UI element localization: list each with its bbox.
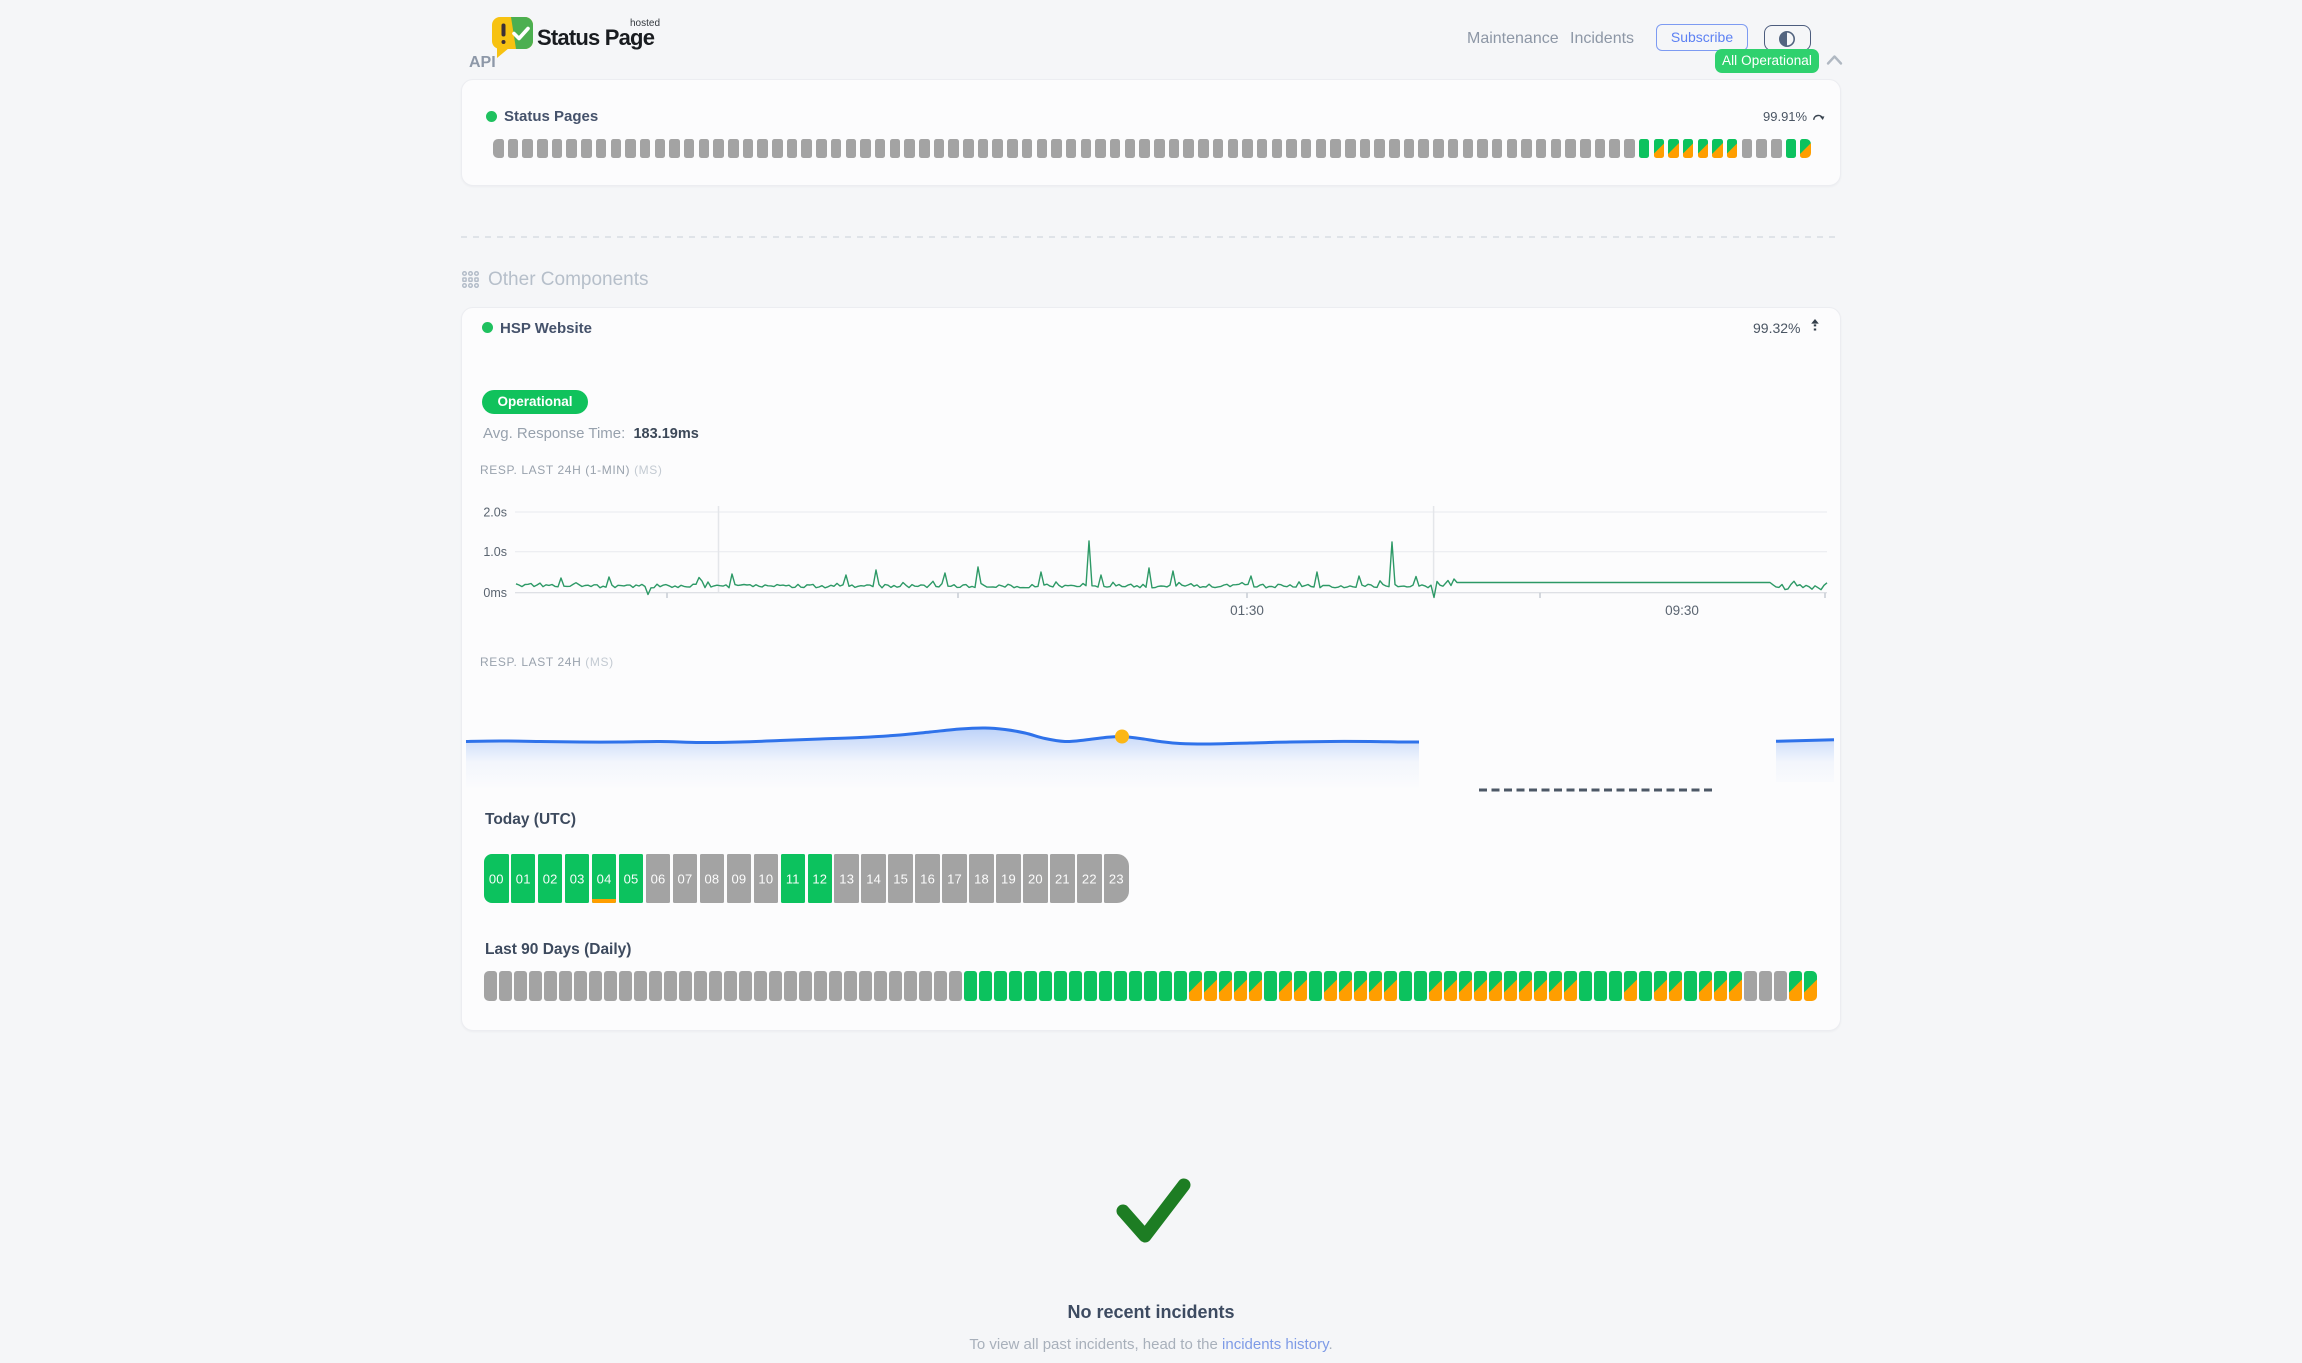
svg-text:0ms: 0ms [483, 586, 507, 600]
svg-text:09:30: 09:30 [1665, 603, 1699, 618]
svg-text:1.0s: 1.0s [483, 545, 507, 559]
svg-text:2.0s: 2.0s [483, 506, 507, 520]
svg-text:01:30: 01:30 [1230, 603, 1264, 618]
